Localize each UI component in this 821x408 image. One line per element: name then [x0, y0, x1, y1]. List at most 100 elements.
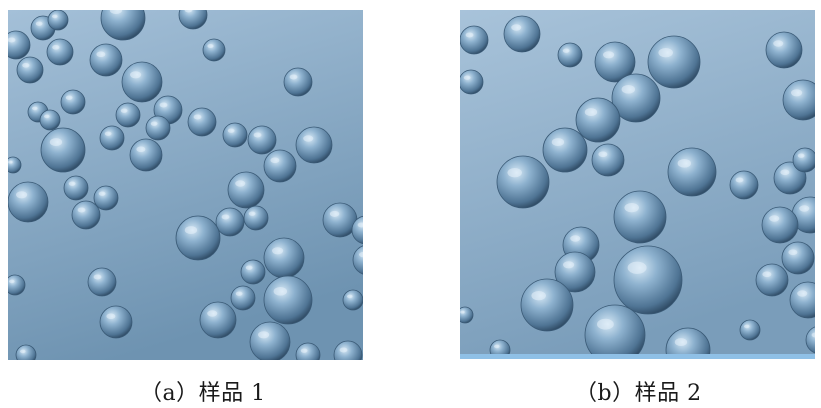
- sphere: [187, 107, 217, 137]
- sphere-highlight: [159, 102, 168, 108]
- sphere: [145, 115, 171, 141]
- sphere-highlight: [465, 32, 474, 38]
- sphere-highlight: [507, 167, 522, 178]
- sphere-highlight: [227, 128, 235, 133]
- sphere-highlight: [624, 202, 639, 213]
- sphere-highlight: [98, 191, 106, 196]
- sphere: [755, 263, 789, 297]
- sphere: [40, 127, 86, 173]
- sphere: [460, 69, 484, 95]
- sphere: [782, 79, 815, 121]
- sphere-highlight: [44, 114, 50, 119]
- sphere-highlight: [258, 331, 270, 339]
- sphere-highlight: [93, 274, 102, 280]
- sphere: [263, 275, 313, 325]
- sphere: [47, 10, 69, 31]
- sphere: [263, 149, 297, 183]
- sphere: [739, 319, 761, 341]
- sphere-highlight: [460, 310, 465, 314]
- spheres-group: [460, 15, 815, 359]
- sphere-highlight: [562, 48, 570, 53]
- sphere: [93, 185, 119, 211]
- sphere-highlight: [597, 318, 614, 330]
- sphere-highlight: [16, 191, 28, 199]
- sphere-highlight: [49, 138, 63, 147]
- sphere: [202, 38, 226, 62]
- sphere: [121, 61, 163, 103]
- sphere: [792, 147, 815, 173]
- sphere: [100, 10, 146, 41]
- sphere: [761, 206, 799, 244]
- sphere: [199, 301, 237, 339]
- sphere: [99, 125, 125, 151]
- sphere: [87, 267, 117, 297]
- sphere-highlight: [551, 138, 565, 147]
- sphere: [765, 31, 803, 69]
- sphere: [89, 43, 123, 77]
- sphere-highlight: [780, 169, 790, 176]
- sphere-highlight: [584, 108, 598, 117]
- sphere-highlight: [300, 348, 308, 353]
- micrograph-sample-2: [460, 10, 815, 359]
- sphere-highlight: [603, 51, 615, 59]
- sphere-highlight: [289, 74, 298, 80]
- bottom-edge-strip: [460, 354, 815, 359]
- sphere: [60, 89, 86, 115]
- sphere: [460, 306, 474, 324]
- sphere-highlight: [463, 75, 471, 80]
- sphere-highlight: [791, 89, 803, 97]
- sphere: [295, 126, 333, 164]
- sphere: [247, 125, 277, 155]
- sphere-highlight: [52, 14, 58, 19]
- sphere: [520, 278, 574, 332]
- sphere-highlight: [207, 310, 218, 317]
- sphere-highlight: [235, 291, 243, 296]
- sphere: [8, 274, 26, 296]
- sphere-highlight: [193, 114, 202, 120]
- sphere-highlight: [531, 290, 546, 301]
- sphere-highlight: [788, 249, 798, 256]
- sphere-highlight: [735, 177, 744, 183]
- sphere: [263, 237, 305, 279]
- sphere-highlight: [273, 287, 288, 296]
- sphere: [342, 289, 363, 311]
- sphere: [542, 127, 588, 173]
- sphere-highlight: [769, 215, 780, 222]
- sphere: [283, 67, 313, 97]
- sphere-highlight: [150, 121, 158, 126]
- sphere-highlight: [136, 146, 146, 153]
- sphere-highlight: [120, 108, 128, 113]
- sphere-highlight: [627, 261, 647, 274]
- sphere-highlight: [494, 344, 500, 349]
- sphere: [584, 304, 646, 359]
- sphere-highlight: [797, 290, 808, 297]
- sphere-highlight: [130, 71, 142, 79]
- sphere-highlight: [762, 271, 772, 278]
- sphere-highlight: [248, 211, 256, 216]
- sphere: [594, 41, 636, 83]
- sphere-highlight: [207, 44, 214, 49]
- sphere: [789, 281, 815, 319]
- sphere: [129, 138, 163, 172]
- sphere: [667, 147, 717, 197]
- sphere-highlight: [621, 85, 636, 94]
- sphere-highlight: [96, 51, 106, 58]
- sphere-highlight: [106, 313, 116, 320]
- sphere-highlight: [221, 214, 230, 220]
- sphere: [99, 305, 133, 339]
- sphere-highlight: [339, 347, 348, 353]
- sphere: [175, 215, 221, 261]
- sphere: [575, 97, 621, 143]
- sphere: [665, 327, 711, 359]
- sphere: [63, 175, 89, 201]
- sphere-highlight: [270, 157, 280, 164]
- micrograph-sample-1: [8, 10, 363, 360]
- sphere: [39, 109, 61, 131]
- sphere: [240, 259, 266, 285]
- sphere-highlight: [359, 251, 363, 258]
- sphere: [227, 171, 265, 209]
- sphere-highlight: [8, 160, 13, 164]
- sphere-highlight: [184, 10, 193, 13]
- sphere-highlight: [511, 24, 522, 31]
- sphere: [729, 170, 759, 200]
